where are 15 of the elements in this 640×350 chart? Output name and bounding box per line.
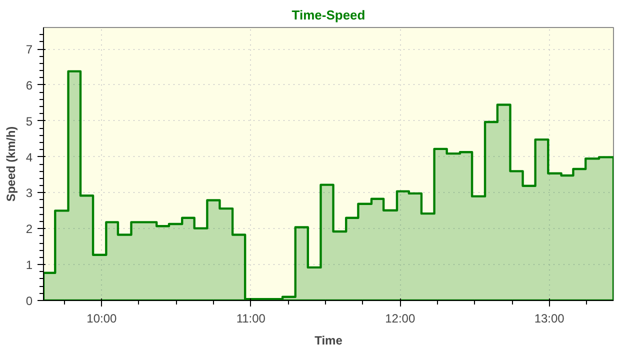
- x-tick-label: 12:00: [385, 312, 416, 326]
- x-tick-label: 13:00: [534, 312, 565, 326]
- x-axis-title: Time: [314, 334, 343, 348]
- y-tick-label: 6: [26, 78, 33, 92]
- y-tick-label: 4: [26, 150, 33, 164]
- y-tick-label: 2: [26, 222, 33, 236]
- y-tick-label: 0: [26, 294, 33, 308]
- y-tick-label: 5: [26, 114, 33, 128]
- y-tick-label: 3: [26, 186, 33, 200]
- y-tick-label: 1: [26, 258, 33, 272]
- x-tick-label: 11:00: [236, 312, 266, 326]
- chart-title: Time-Speed: [292, 8, 366, 22]
- y-axis-title: Speed (km/h): [4, 126, 18, 202]
- y-tick-label: 7: [26, 42, 33, 57]
- x-tick-label: 10:00: [86, 312, 118, 326]
